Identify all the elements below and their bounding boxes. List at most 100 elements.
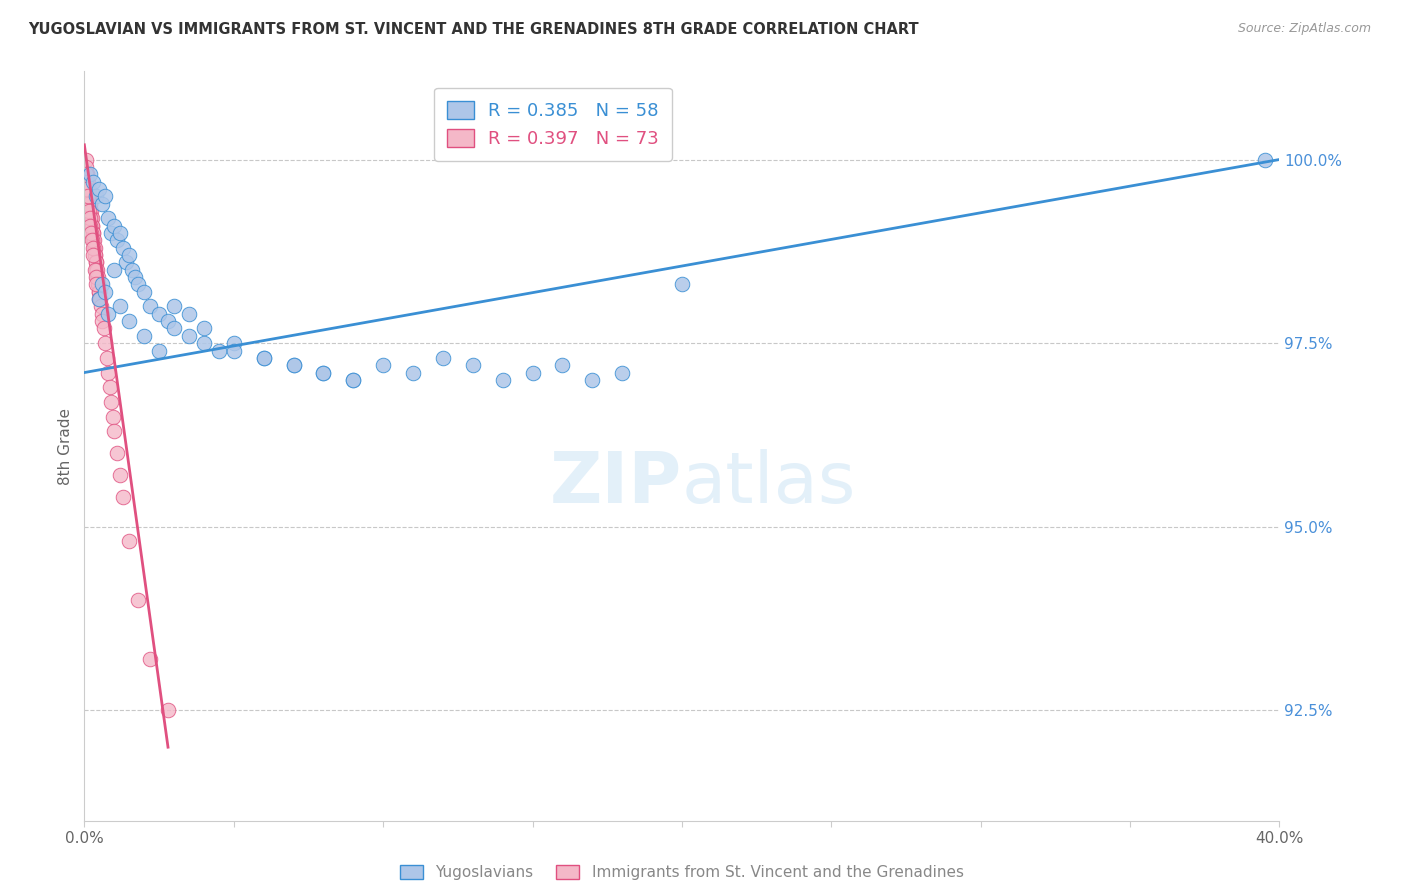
Point (96, 351, 118, 365)
Point (100, 226, 122, 240)
Point (79, 196, 101, 211)
Point (193, 336, 215, 351)
Point (77, 182, 100, 196)
Point (77, 196, 100, 211)
Point (148, 307, 170, 321)
Point (97, 366, 120, 380)
Point (84, 270, 107, 285)
Point (98, 380, 121, 394)
Point (105, 233, 128, 247)
Point (75, 175, 97, 189)
Point (86, 270, 108, 285)
Point (86, 277, 108, 292)
Point (132, 328, 156, 343)
Point (312, 366, 335, 380)
Point (75, 167, 97, 181)
Point (82, 219, 104, 233)
Point (118, 534, 141, 549)
Point (93, 321, 115, 335)
Point (432, 351, 454, 365)
Point (77, 189, 100, 203)
Point (163, 321, 186, 335)
Point (127, 593, 149, 607)
Point (127, 277, 149, 292)
Point (82, 241, 104, 255)
Point (89, 182, 111, 196)
Point (103, 425, 125, 439)
Point (91, 277, 114, 292)
Point (76, 182, 98, 196)
Point (148, 343, 170, 358)
Point (112, 241, 135, 255)
Point (76, 167, 98, 181)
Point (76, 175, 98, 189)
Point (79, 219, 101, 233)
Point (91, 196, 114, 211)
Point (86, 255, 108, 269)
Point (461, 358, 484, 372)
Point (76, 167, 98, 181)
Point (77, 189, 100, 203)
Point (83, 241, 105, 255)
Point (103, 219, 125, 233)
Point (83, 241, 105, 255)
Point (110, 300, 132, 314)
Point (118, 248, 141, 262)
Point (97, 307, 120, 321)
Point (342, 373, 364, 387)
Point (373, 358, 395, 372)
Point (79, 211, 101, 226)
Point (283, 358, 305, 372)
Point (612, 366, 634, 380)
Point (671, 277, 693, 292)
Point (222, 343, 245, 358)
Point (89, 292, 111, 306)
Point (82, 175, 104, 189)
Text: atlas: atlas (682, 449, 856, 518)
Point (80, 211, 103, 226)
Point (312, 366, 335, 380)
Text: YUGOSLAVIAN VS IMMIGRANTS FROM ST. VINCENT AND THE GRENADINES 8TH GRADE CORRELAT: YUGOSLAVIAN VS IMMIGRANTS FROM ST. VINCE… (28, 22, 918, 37)
Point (208, 343, 231, 358)
Point (157, 703, 180, 717)
Point (79, 167, 101, 181)
Point (121, 262, 143, 277)
Point (193, 321, 215, 335)
Point (94, 336, 117, 351)
Point (86, 262, 108, 277)
Point (86, 262, 108, 277)
Point (82, 226, 104, 240)
Point (77, 182, 100, 196)
Point (110, 226, 132, 240)
Point (76, 189, 98, 203)
Point (118, 314, 141, 328)
Point (86, 189, 108, 203)
Legend: Yugoslavians, Immigrants from St. Vincent and the Grenadines: Yugoslavians, Immigrants from St. Vincen… (392, 857, 972, 888)
Point (1253, 153, 1275, 167)
Point (94, 189, 117, 203)
Point (177, 307, 200, 321)
Point (132, 285, 156, 299)
Point (79, 203, 101, 218)
Point (283, 358, 305, 372)
Point (87, 270, 110, 285)
Point (75, 160, 97, 174)
Point (83, 262, 105, 277)
Point (76, 182, 98, 196)
Point (100, 395, 122, 409)
Point (84, 255, 107, 269)
Point (87, 285, 110, 299)
Point (83, 248, 105, 262)
Point (253, 351, 276, 365)
Point (80, 233, 103, 247)
Point (89, 292, 111, 306)
Point (79, 189, 101, 203)
Point (82, 248, 104, 262)
Point (112, 491, 135, 505)
Point (80, 219, 103, 233)
Point (581, 373, 603, 387)
Point (101, 409, 124, 424)
Point (94, 285, 117, 299)
Point (90, 300, 112, 314)
Point (139, 300, 162, 314)
